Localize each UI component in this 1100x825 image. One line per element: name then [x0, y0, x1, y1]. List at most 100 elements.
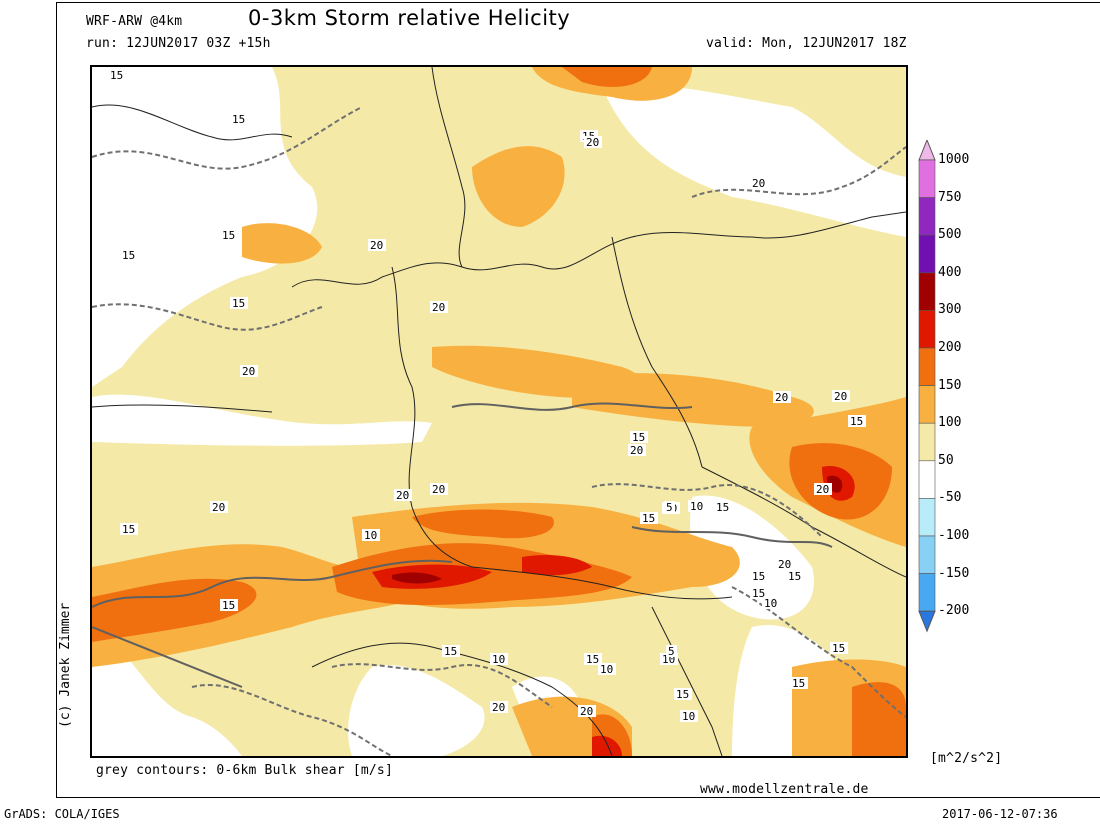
- contour-label: 20: [432, 483, 445, 496]
- contour-label-bg: [688, 500, 706, 512]
- legend-tick-label: 500: [938, 227, 962, 243]
- contour-label-bg: [814, 483, 832, 495]
- contour-label: 10: [492, 653, 505, 666]
- contour-label: 20: [630, 444, 643, 457]
- legend-swatch: [918, 535, 936, 574]
- legend-swatch: [918, 272, 936, 311]
- contour-label: 20: [752, 177, 765, 190]
- contour-label: 15: [122, 249, 135, 262]
- contour-label-bg: [368, 239, 386, 251]
- contour-label: 20: [778, 558, 791, 571]
- contour-label-bg: [442, 645, 460, 657]
- map-panel[interactable]: 1515151520152020152020202020151020202015…: [90, 65, 908, 758]
- contour-label-bg: [394, 489, 412, 501]
- legend-swatch: [918, 422, 936, 462]
- contour-label: 20: [396, 489, 409, 502]
- contour-label-bg: [674, 688, 692, 700]
- contour-label: 15: [232, 113, 245, 126]
- legend-tick-label: 300: [938, 302, 962, 318]
- website-link[interactable]: www.modellzentrale.de: [700, 782, 869, 797]
- chart-title: 0-3km Storm relative Helicity: [248, 6, 571, 30]
- legend-tick-label: -50: [938, 490, 962, 506]
- contour-label-bg: [776, 558, 794, 570]
- legend-tick-label: 1000: [938, 152, 970, 167]
- contour-label-bg: [490, 701, 508, 713]
- legend-tick-label: 750: [938, 189, 962, 205]
- contour-label-bg: [786, 570, 804, 582]
- contour-label: 5: [666, 501, 673, 514]
- contour-label: 15: [792, 677, 805, 690]
- contour-label: 15: [222, 229, 235, 242]
- model-label: WRF-ARW @4km: [86, 14, 183, 29]
- legend-swatch: [918, 310, 936, 349]
- valid-time: valid: Mon, 12JUN2017 18Z: [706, 36, 907, 51]
- legend-tick-label: 400: [938, 264, 962, 280]
- contour-label-bg: [848, 415, 866, 427]
- contour-label: 15: [632, 431, 645, 444]
- legend-swatch: [918, 197, 936, 236]
- contour-label-bg: [680, 710, 698, 722]
- helicity-map[interactable]: 1515151520152020152020202020151020202015…: [92, 67, 906, 756]
- contour-label: 15: [642, 512, 655, 525]
- contour-label: 10: [364, 529, 377, 542]
- contour-label-bg: [584, 653, 602, 665]
- legend-tick-label: 50: [938, 452, 954, 468]
- contour-label-bg: [664, 501, 675, 513]
- contour-label: 20: [492, 701, 505, 714]
- legend-swatch: [918, 610, 936, 633]
- contour-label-bg: [666, 645, 677, 657]
- contour-label-bg: [220, 599, 238, 611]
- contour-label: 20: [586, 136, 599, 149]
- legend-tick-label: -100: [938, 528, 970, 543]
- legend-swatch: [918, 460, 936, 499]
- legend-tick-label: 150: [938, 377, 962, 393]
- contour-label-bg: [220, 229, 238, 241]
- legend-tick-label: -200: [938, 603, 970, 619]
- contour-label-bg: [584, 136, 602, 148]
- legend-swatch: [918, 385, 936, 424]
- contour-label: 15: [232, 297, 245, 310]
- contour-label: 15: [752, 570, 765, 583]
- contour-label: 10: [764, 597, 777, 610]
- contour-label: 15: [832, 642, 845, 655]
- chart-frame: [56, 2, 1100, 798]
- contour-note: grey contours: 0-6km Bulk shear [m/s]: [96, 763, 393, 778]
- contour-label-bg: [640, 512, 658, 524]
- contour-label: 10: [690, 500, 703, 513]
- contour-label: 20: [242, 365, 255, 378]
- contour-label: 15: [850, 415, 863, 428]
- contour-label-bg: [120, 523, 138, 535]
- contour-label-bg: [578, 705, 596, 717]
- legend-swatch: [918, 347, 936, 386]
- contour-label: 20: [834, 390, 847, 403]
- contour-label-bg: [210, 501, 228, 513]
- run-time: run: 12JUN2017 03Z +15h: [86, 36, 271, 51]
- bulk-shear-solid-contours: [92, 402, 833, 688]
- contour-label: 15: [122, 523, 135, 536]
- legend-swatch: [918, 159, 936, 198]
- contour-label: 15: [716, 501, 729, 514]
- author-credit: (c) Janek Zimmer: [58, 602, 73, 728]
- color-legend: 1000 750 500 400 300 200 150 100 50 -50 -100 -150 -2…: [918, 140, 988, 680]
- contour-label-bg: [750, 177, 768, 189]
- legend-tick-label: 100: [938, 415, 962, 431]
- contour-label-bg: [762, 597, 780, 609]
- legend-swatch: [918, 573, 936, 612]
- generation-timestamp: 2017-06-12-07:36: [942, 807, 1058, 821]
- contour-label: 20: [816, 483, 829, 496]
- contour-label: 20: [775, 391, 788, 404]
- contour-label-bg: [240, 365, 258, 377]
- contour-label: 15: [676, 688, 689, 701]
- contour-label: 20: [370, 239, 383, 252]
- contour-label: 20: [432, 301, 445, 314]
- legend-tick-label: 200: [938, 340, 962, 355]
- contour-label: 15: [110, 69, 123, 82]
- contour-label: 10: [682, 710, 695, 723]
- contour-label: 20: [212, 501, 225, 514]
- contour-label: 15: [586, 653, 599, 666]
- contour-labels: 1515151520152020152020202020151020202015…: [108, 69, 866, 723]
- contour-label: 5: [668, 645, 675, 658]
- contour-label-bg: [120, 249, 138, 261]
- contour-label-bg: [362, 529, 380, 541]
- contour-label: 10: [600, 663, 613, 676]
